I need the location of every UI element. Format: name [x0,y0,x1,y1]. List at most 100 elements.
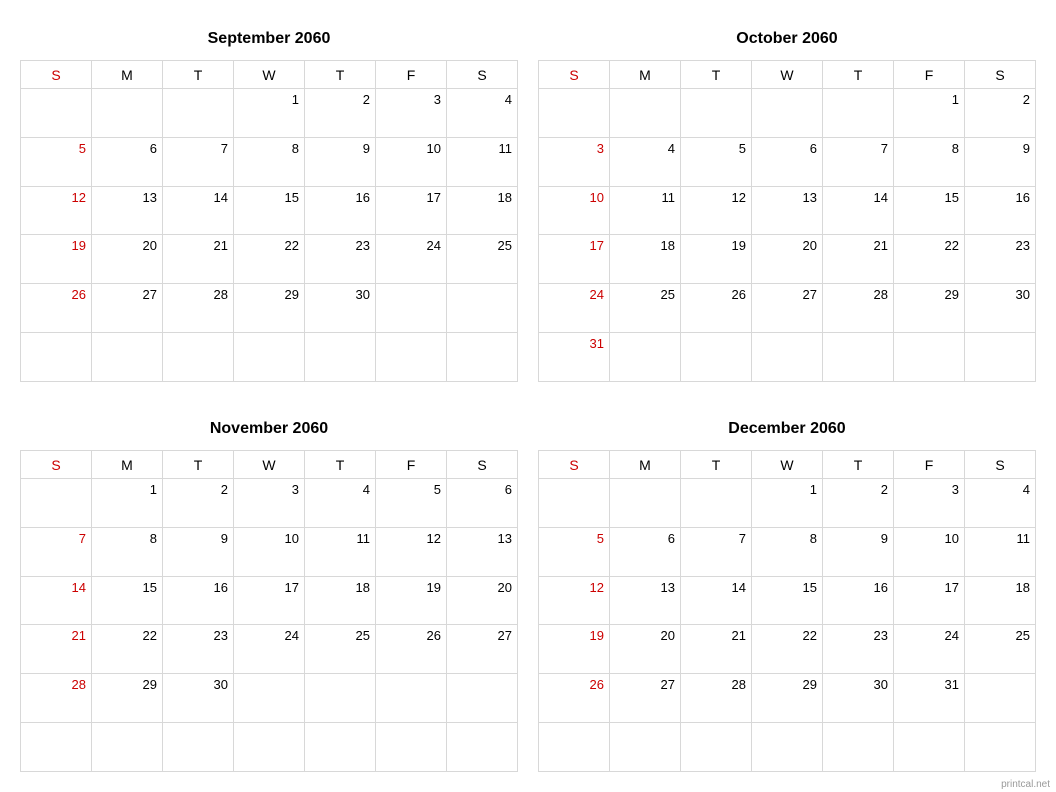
day-cell: 1 [92,479,163,528]
day-cell: 1 [752,479,823,528]
day-cell: 2 [163,479,234,528]
day-cell [752,89,823,138]
day-header: M [92,451,163,479]
day-header: T [823,61,894,89]
day-cell [234,333,305,382]
month-table: S M T W T F S 12 3456789 10111213141516 … [538,60,1036,382]
day-cell: 26 [21,284,92,333]
day-cell [539,89,610,138]
day-cell: 4 [305,479,376,528]
day-header: W [234,61,305,89]
day-cell: 28 [681,674,752,723]
day-cell: 16 [965,186,1036,235]
day-cell [92,333,163,382]
day-cell [92,723,163,772]
day-cell: 21 [823,235,894,284]
day-header: T [305,451,376,479]
day-cell: 27 [752,284,823,333]
day-cell: 22 [894,235,965,284]
day-cell: 19 [376,576,447,625]
day-cell [376,723,447,772]
day-header: F [894,61,965,89]
day-cell: 25 [447,235,518,284]
day-header: S [447,61,518,89]
day-cell: 21 [163,235,234,284]
day-cell: 17 [894,576,965,625]
day-cell: 20 [752,235,823,284]
day-cell: 23 [823,625,894,674]
day-cell: 23 [965,235,1036,284]
day-cell: 12 [681,186,752,235]
day-cell: 5 [539,527,610,576]
day-cell [965,723,1036,772]
day-cell [965,333,1036,382]
day-cell: 20 [447,576,518,625]
day-cell [681,479,752,528]
day-cell: 2 [305,89,376,138]
day-cell: 20 [610,625,681,674]
day-cell: 19 [681,235,752,284]
day-cell: 15 [92,576,163,625]
day-cell: 30 [163,674,234,723]
day-cell: 17 [376,186,447,235]
day-cell: 24 [894,625,965,674]
day-cell: 18 [305,576,376,625]
day-cell [823,723,894,772]
day-cell: 8 [92,527,163,576]
day-cell: 14 [21,576,92,625]
day-cell: 27 [92,284,163,333]
day-cell: 30 [823,674,894,723]
day-cell: 11 [305,527,376,576]
day-cell: 27 [447,625,518,674]
day-cell: 5 [21,137,92,186]
day-cell: 6 [447,479,518,528]
day-cell: 13 [752,186,823,235]
day-cell: 24 [234,625,305,674]
month-title: October 2060 [538,20,1036,60]
day-cell: 30 [305,284,376,333]
month-table: S M T W T F S 123456 78910111213 1415161… [20,450,518,772]
day-cell: 15 [894,186,965,235]
day-cell [21,479,92,528]
day-cell [823,333,894,382]
day-cell: 13 [447,527,518,576]
day-cell: 31 [894,674,965,723]
day-cell: 29 [234,284,305,333]
day-cell: 28 [823,284,894,333]
month-september: September 2060 S M T W T F S 1234 567891… [20,20,518,382]
day-header: S [965,451,1036,479]
day-cell: 8 [752,527,823,576]
day-cell: 26 [681,284,752,333]
day-cell: 16 [823,576,894,625]
day-cell: 5 [681,137,752,186]
day-cell [752,723,823,772]
day-header: T [163,61,234,89]
day-cell [163,333,234,382]
day-header: S [447,451,518,479]
month-table: S M T W T F S 1234 567891011 12131415161… [538,450,1036,772]
day-cell [21,723,92,772]
day-cell: 16 [163,576,234,625]
day-cell [965,674,1036,723]
day-cell [163,723,234,772]
day-cell [305,723,376,772]
day-cell: 2 [965,89,1036,138]
day-cell: 4 [447,89,518,138]
day-cell [447,674,518,723]
day-cell: 6 [752,137,823,186]
day-cell: 26 [539,674,610,723]
day-header: T [823,451,894,479]
day-cell: 24 [376,235,447,284]
day-cell: 2 [823,479,894,528]
day-cell: 19 [21,235,92,284]
day-cell: 27 [610,674,681,723]
day-cell [163,89,234,138]
day-cell: 25 [965,625,1036,674]
day-cell [681,89,752,138]
day-cell: 17 [539,235,610,284]
day-cell [234,674,305,723]
day-cell: 19 [539,625,610,674]
day-cell: 29 [92,674,163,723]
day-cell: 25 [610,284,681,333]
day-cell: 3 [234,479,305,528]
